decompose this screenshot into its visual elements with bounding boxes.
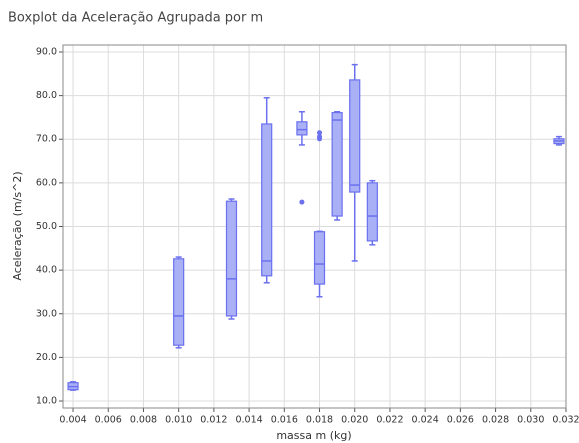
x-tick-label: 0.026 bbox=[447, 415, 474, 426]
x-tick-label: 0.006 bbox=[95, 415, 122, 426]
chart-title: Boxplot da Aceleração Agrupada por m bbox=[8, 11, 263, 26]
box bbox=[296, 121, 308, 136]
box bbox=[313, 231, 326, 285]
x-tick-label: 0.004 bbox=[59, 415, 86, 426]
y-tick-label: 90.0 bbox=[36, 46, 57, 57]
box bbox=[349, 79, 361, 193]
x-tick-label: 0.014 bbox=[235, 415, 262, 426]
outlier bbox=[317, 136, 323, 142]
outlier bbox=[317, 130, 323, 136]
x-tick-label: 0.032 bbox=[552, 415, 579, 426]
y-tick-label: 50.0 bbox=[36, 221, 57, 232]
x-tick-label: 0.030 bbox=[517, 415, 544, 426]
y-tick-label: 20.0 bbox=[36, 352, 57, 363]
y-tick-label: 80.0 bbox=[36, 90, 57, 101]
x-axis-label: massa m (kg) bbox=[276, 429, 351, 442]
x-tick-label: 0.008 bbox=[130, 415, 157, 426]
x-tick-label: 0.018 bbox=[306, 415, 333, 426]
x-tick-label: 0.022 bbox=[376, 415, 403, 426]
y-axis-label: Aceleração (m/s^2) bbox=[11, 171, 24, 280]
outlier bbox=[299, 199, 305, 205]
y-tick-label: 60.0 bbox=[36, 177, 57, 188]
y-tick-label: 40.0 bbox=[36, 265, 57, 276]
y-tick-label: 10.0 bbox=[36, 396, 57, 407]
x-tick-label: 0.016 bbox=[271, 415, 298, 426]
box bbox=[225, 200, 238, 317]
box bbox=[331, 112, 343, 217]
x-tick-label: 0.012 bbox=[200, 415, 227, 426]
x-tick-label: 0.028 bbox=[482, 415, 509, 426]
x-tick-label: 0.024 bbox=[412, 415, 439, 426]
box bbox=[366, 182, 378, 242]
box bbox=[261, 123, 273, 277]
y-tick-label: 70.0 bbox=[36, 134, 57, 145]
plot-border bbox=[62, 44, 567, 409]
y-tick-label: 30.0 bbox=[36, 308, 57, 319]
x-tick-label: 0.020 bbox=[341, 415, 368, 426]
box bbox=[173, 258, 185, 346]
x-tick-label: 0.010 bbox=[165, 415, 192, 426]
